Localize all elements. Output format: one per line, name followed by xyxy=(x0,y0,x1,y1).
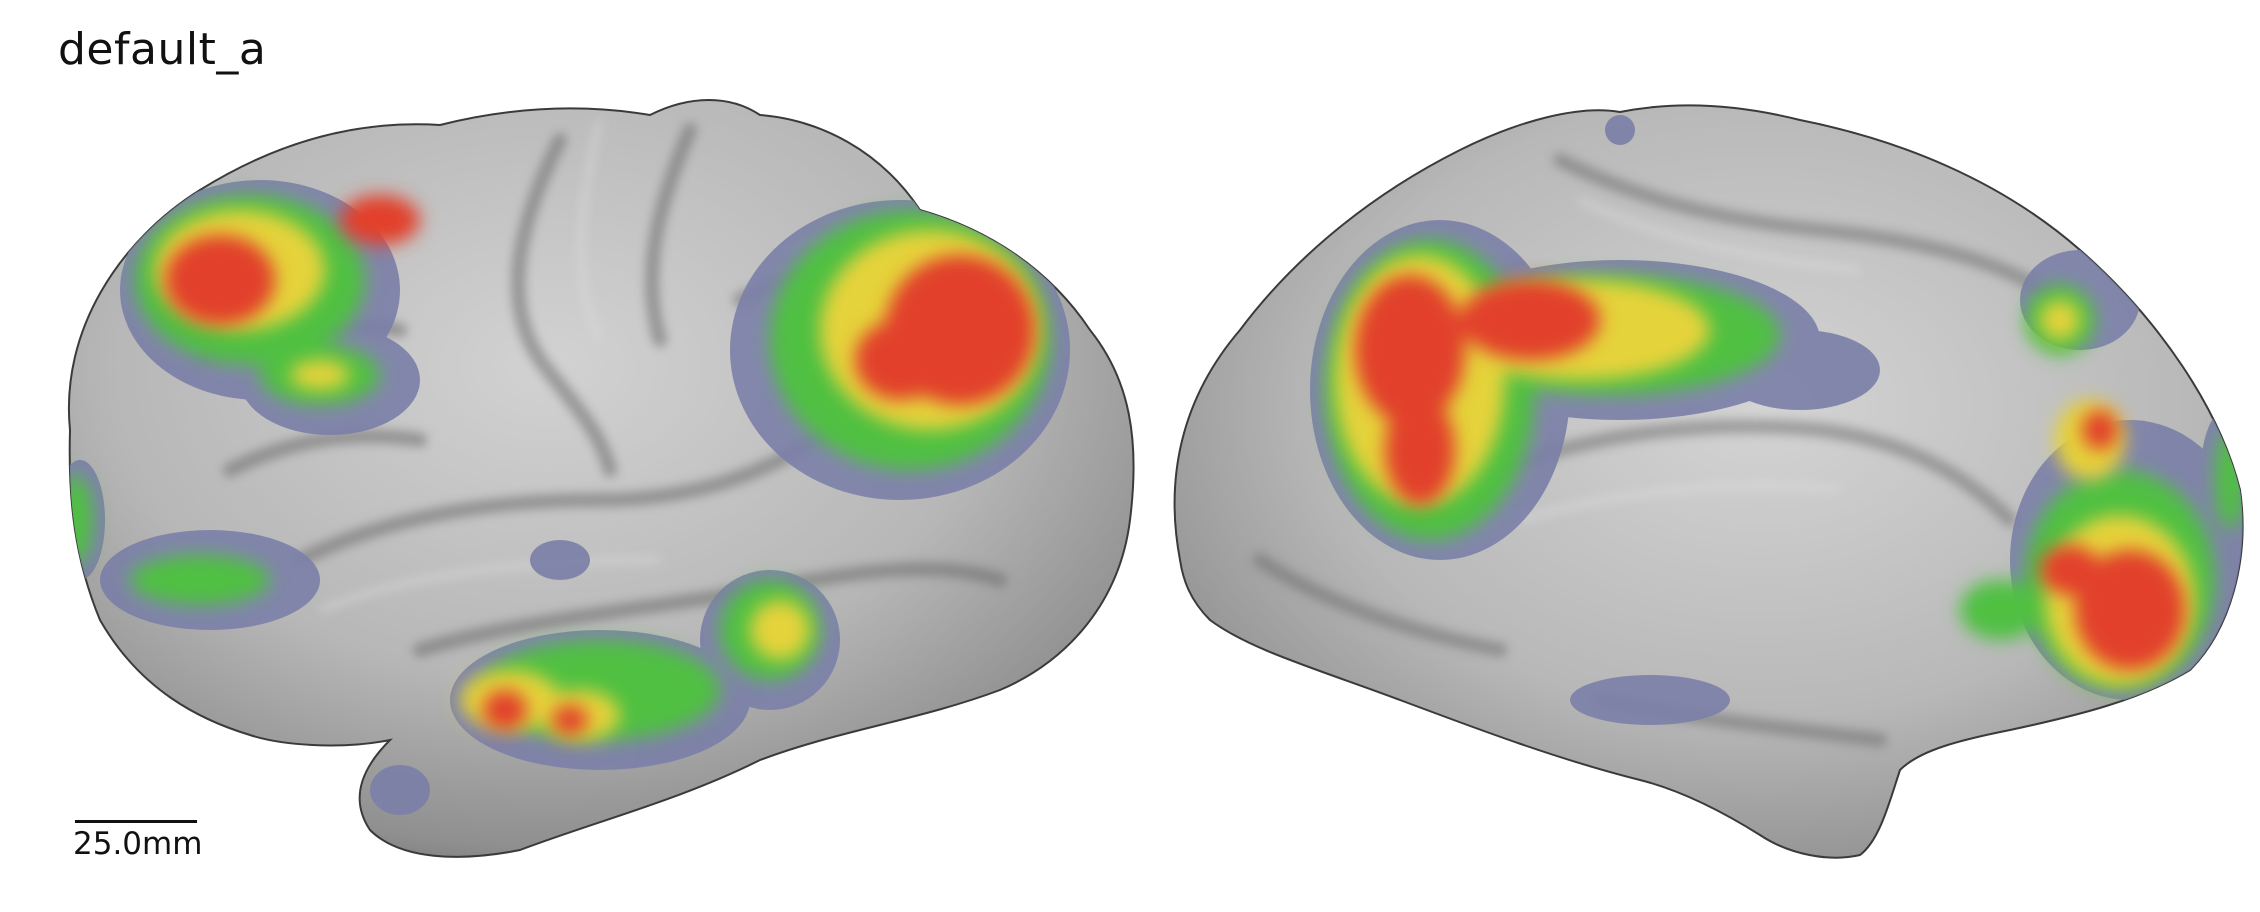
lateral-view xyxy=(67,99,1135,858)
scale-bar xyxy=(75,820,197,823)
figure-title: default_a xyxy=(58,24,267,75)
scale-bar-label: 25.0mm xyxy=(73,826,203,862)
medial-activation xyxy=(1310,115,2243,725)
lateral-activation xyxy=(68,180,1070,815)
medial-view xyxy=(1173,104,2244,859)
